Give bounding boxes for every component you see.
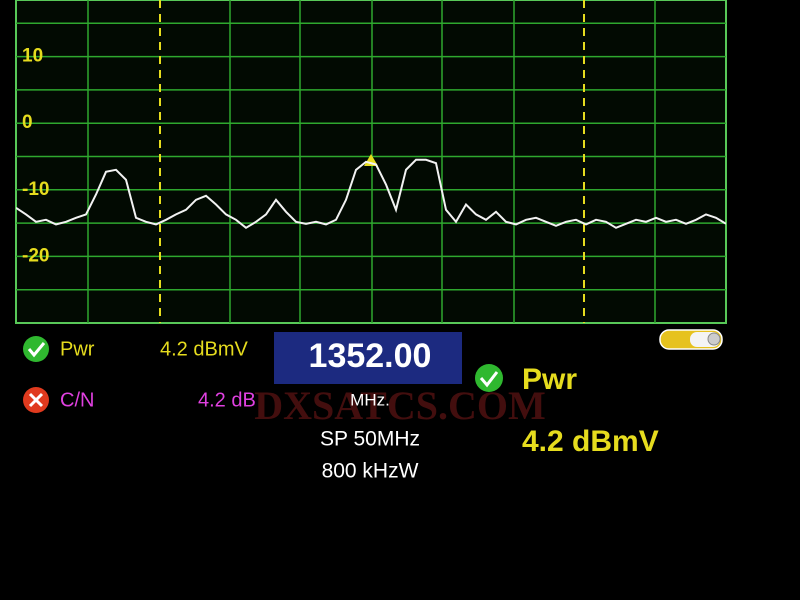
y-tick-label: 0 — [22, 112, 33, 133]
battery-cap — [707, 332, 721, 346]
pwr-label: Pwr — [60, 338, 95, 360]
check — [479, 371, 499, 388]
big-label: Pwr — [522, 363, 577, 396]
frequency-unit: MHz. — [350, 390, 390, 409]
big-value: 4.2 dBmV — [522, 425, 659, 458]
y-tick-label: 10 — [22, 46, 43, 67]
cn-label: C/N — [60, 389, 94, 411]
y-tick-label: -20 — [22, 245, 49, 266]
ok-icon — [475, 364, 503, 392]
frequency: 1352.00 — [309, 337, 432, 375]
span: SP 50MHz — [320, 428, 420, 451]
ok-icon — [23, 336, 49, 362]
rbw: 800 kHzW — [322, 460, 419, 483]
watermark: DXSATCS.COM — [254, 383, 546, 428]
spectrum-trace — [16, 158, 726, 230]
check — [27, 342, 46, 358]
cross — [28, 392, 44, 408]
frequency-box — [274, 332, 462, 384]
y-tick-label: -10 — [22, 179, 49, 200]
pwr-value: 4.2 dBmV — [160, 338, 248, 360]
cn-value: 4.2 dB — [198, 389, 256, 411]
